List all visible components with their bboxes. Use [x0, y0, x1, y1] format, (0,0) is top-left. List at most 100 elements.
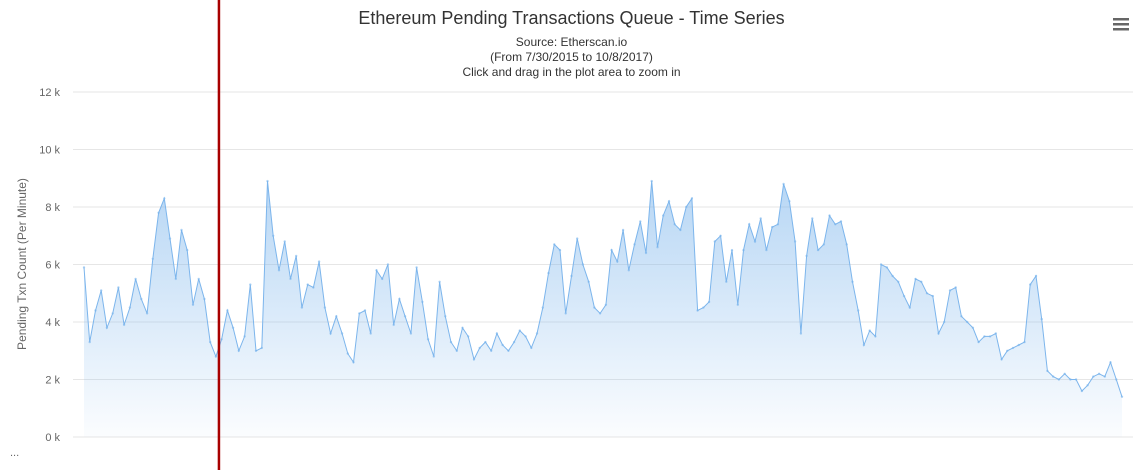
data-point[interactable] [1092, 375, 1095, 378]
data-point[interactable] [1109, 361, 1112, 364]
data-point[interactable] [983, 335, 986, 338]
data-point[interactable] [329, 332, 332, 335]
data-point[interactable] [564, 312, 567, 315]
data-point[interactable] [438, 280, 441, 283]
data-point[interactable] [260, 346, 263, 350]
data-point[interactable] [558, 248, 562, 252]
data-point[interactable] [490, 349, 493, 352]
data-point[interactable] [541, 306, 544, 309]
data-point[interactable] [650, 179, 653, 183]
data-point[interactable] [902, 294, 906, 298]
data-point[interactable] [1063, 372, 1066, 375]
data-point[interactable] [971, 326, 975, 329]
data-point[interactable] [421, 300, 424, 304]
data-point[interactable] [300, 306, 304, 309]
data-point[interactable] [805, 254, 808, 258]
data-point[interactable] [1120, 395, 1124, 398]
data-point[interactable] [163, 197, 166, 200]
data-point[interactable] [1034, 274, 1038, 278]
data-point[interactable] [461, 326, 464, 329]
data-point[interactable] [771, 225, 774, 229]
data-point[interactable] [1023, 340, 1026, 344]
data-point[interactable] [667, 200, 671, 203]
data-point[interactable] [518, 329, 521, 332]
data-point[interactable] [925, 292, 929, 295]
data-point[interactable] [920, 280, 923, 283]
data-point[interactable] [822, 243, 825, 246]
data-point[interactable] [977, 340, 980, 344]
data-point[interactable] [134, 277, 137, 281]
data-point[interactable] [174, 277, 177, 281]
data-point[interactable] [937, 332, 940, 335]
data-point[interactable] [719, 234, 722, 237]
data-point[interactable] [879, 263, 883, 266]
data-point[interactable] [616, 260, 619, 263]
data-point[interactable] [633, 243, 636, 246]
data-point[interactable] [581, 263, 585, 266]
data-point[interactable] [1074, 378, 1078, 381]
data-point[interactable] [306, 283, 309, 286]
data-point[interactable] [358, 312, 361, 315]
data-point[interactable] [151, 257, 154, 260]
data-point[interactable] [495, 332, 499, 335]
data-point[interactable] [885, 266, 889, 269]
data-point[interactable] [644, 251, 648, 255]
data-point[interactable] [266, 179, 269, 183]
data-point[interactable] [702, 306, 705, 309]
data-point[interactable] [386, 263, 390, 266]
data-point[interactable] [392, 323, 395, 327]
data-point[interactable] [828, 214, 831, 217]
data-point[interactable] [478, 346, 481, 350]
data-point[interactable] [168, 237, 172, 240]
data-point[interactable] [627, 269, 630, 272]
data-point[interactable] [122, 323, 126, 327]
data-point[interactable] [415, 266, 418, 269]
data-point[interactable] [868, 329, 871, 332]
data-point[interactable] [243, 335, 246, 338]
data-point[interactable] [788, 200, 791, 203]
data-point[interactable] [845, 243, 848, 246]
data-point[interactable] [662, 214, 665, 217]
data-point[interactable] [753, 240, 757, 243]
data-point[interactable] [570, 274, 573, 278]
data-point[interactable] [1115, 378, 1118, 381]
data-point[interactable] [398, 297, 401, 301]
data-point[interactable] [157, 211, 160, 214]
data-point[interactable] [1011, 346, 1015, 350]
data-point[interactable] [191, 303, 195, 306]
data-point[interactable] [128, 306, 132, 309]
data-point[interactable] [197, 277, 200, 281]
data-point[interactable] [340, 332, 344, 335]
data-point[interactable] [954, 286, 957, 289]
data-point[interactable] [943, 320, 946, 324]
data-point[interactable] [748, 223, 751, 226]
data-point[interactable] [237, 349, 240, 352]
data-point[interactable] [220, 338, 223, 341]
data-point[interactable] [535, 332, 539, 335]
data-point[interactable] [249, 283, 252, 286]
data-point[interactable] [547, 271, 550, 275]
data-point[interactable] [283, 240, 286, 243]
data-point[interactable] [1029, 283, 1032, 286]
data-point[interactable] [966, 320, 969, 324]
data-point[interactable] [1097, 372, 1101, 375]
data-point[interactable] [145, 312, 149, 315]
data-point[interactable] [100, 289, 103, 292]
data-point[interactable] [1000, 358, 1003, 361]
data-point[interactable] [426, 338, 430, 341]
data-point[interactable] [507, 349, 510, 352]
data-point[interactable] [593, 306, 596, 309]
data-point[interactable] [335, 315, 338, 318]
data-point[interactable] [1080, 389, 1084, 393]
data-point[interactable] [467, 335, 470, 338]
data-point[interactable] [88, 340, 91, 344]
data-point[interactable] [186, 248, 189, 252]
data-point[interactable] [742, 248, 745, 252]
data-point[interactable] [1017, 343, 1020, 347]
data-point[interactable] [621, 228, 625, 232]
data-point[interactable] [226, 309, 229, 312]
data-point[interactable] [203, 297, 206, 301]
data-point[interactable] [707, 300, 711, 304]
data-point[interactable] [713, 240, 716, 243]
